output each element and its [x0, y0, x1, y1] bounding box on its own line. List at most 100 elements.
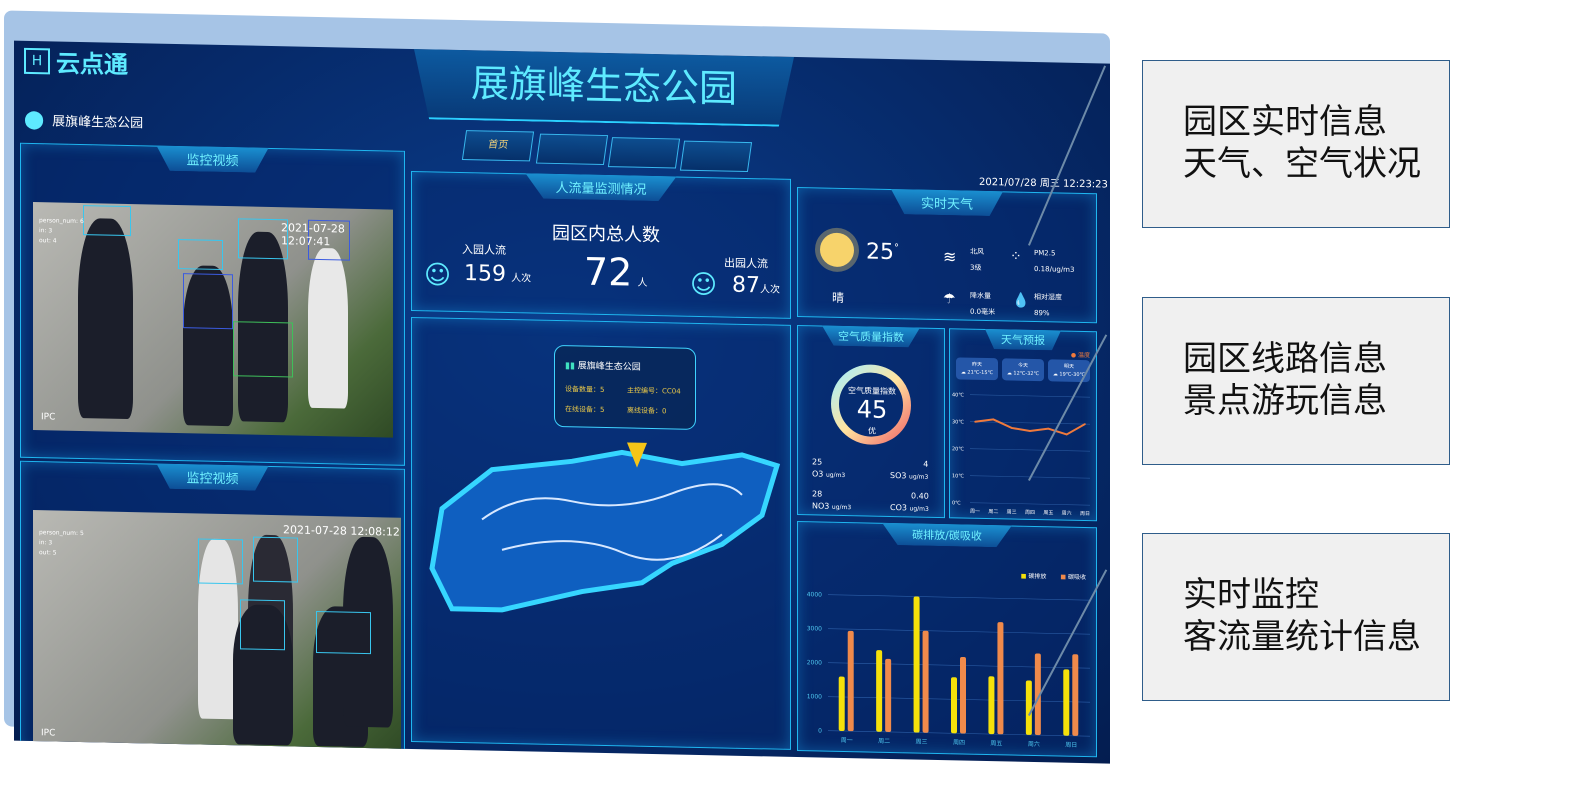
annotation-box-3: 实时监控 客流量统计信息 — [1142, 533, 1450, 701]
panel-title: 监控视频 — [156, 146, 268, 173]
forecast-days: 昨天 ☁ 21℃-15℃ 今天 ☁ 12℃-32℃ 明天 ☁ 19℃-30℃ — [956, 357, 1090, 383]
no3-value: 28 — [812, 489, 823, 499]
humidity-value: 89% — [1034, 308, 1050, 318]
bar-emission — [951, 677, 957, 734]
grid-line — [828, 628, 1090, 635]
grid-line — [828, 730, 1090, 737]
legend-absorption: ■ 碳吸收 — [1060, 573, 1086, 582]
grid-line — [828, 594, 1090, 601]
video-feed-1[interactable]: person_num: 6 in: 3 out: 4 2021-07-28 12:0… — [33, 202, 393, 438]
co3-unit: ug/m3 — [909, 505, 929, 513]
out-label: 出园人流 — [724, 256, 768, 271]
carbon-panel: 碳排放/碳吸收 ■ 碳排放 ■ 碳吸收 4000 3000 2000 1000 0 周一周… — [797, 521, 1097, 758]
video-feed-2[interactable]: person_num: 5 in: 3 out: 5 2021-07-28 12:0… — [33, 510, 401, 753]
forecast-day-card: 昨天 ☁ 21℃-15℃ — [956, 357, 998, 381]
x-tick-label: 周四 — [1025, 510, 1035, 516]
total-label: 园区内总人数 — [552, 222, 660, 247]
y-tick-label: 0℃ — [952, 500, 961, 506]
panel-title: 天气预报 — [985, 329, 1061, 351]
annotation-box-1: 园区实时信息 天气、空气状况 — [1142, 60, 1450, 228]
bar-emission — [1063, 669, 1070, 736]
humidity-icon: 💧 — [1012, 292, 1030, 309]
temperature-point — [1084, 423, 1086, 425]
forecast-legend: ● 温度 — [1070, 351, 1090, 360]
video-panel-2: 监控视频 person_num: 5 in: 3 out: 5 2021-07-28… — [20, 460, 405, 759]
nav-tab-2[interactable] — [535, 133, 609, 165]
controller-id: 主控编号：CC04 — [627, 386, 681, 396]
map-panel: ▮▮ 展旗峰生态公园 设备数量：5 主控编号：CC04 在线设备：5 离线设备：… — [411, 316, 791, 750]
aqi-level: 优 — [868, 426, 876, 436]
annotation-text: 园区线路信息 — [1183, 339, 1387, 379]
carbon-legend: ■ 碳排放 ■ 碳吸收 — [1021, 571, 1086, 581]
sun-icon — [820, 232, 854, 268]
park-route — [481, 483, 743, 561]
rain-label: 降水量 — [970, 291, 991, 301]
camera-label: IPC — [41, 412, 56, 423]
page-title: 展旗峰生态公园 — [470, 61, 737, 111]
grid-line — [828, 696, 1090, 703]
x-tick-label: 周五 — [1043, 510, 1053, 516]
temperature-point — [1010, 427, 1013, 429]
person-in-icon: ☺ — [424, 260, 452, 291]
annotation-text: 天气、空气状况 — [1183, 144, 1421, 184]
temperature-point — [974, 420, 976, 423]
x-tick-label: 周二 — [988, 509, 998, 515]
degree-symbol: ° — [894, 242, 899, 254]
panel-title: 实时天气 — [891, 189, 1003, 216]
y-tick-label: 4000 — [807, 591, 822, 598]
weather-condition: 晴 — [832, 290, 845, 306]
in-unit: 人次 — [511, 273, 532, 285]
grid-line — [828, 662, 1090, 669]
weather-panel: 实时天气 25° 晴 ≋ 北风 3级 ⁘ PM2.5 0.18/ug/m3 ☂ 降水… — [797, 187, 1097, 324]
forecast-panel: 天气预报 ● 温度 昨天 ☁ 21℃-15℃ 今天 ☁ 12℃-32℃ 明天 ☁ 19℃-… — [949, 328, 1097, 522]
park-map[interactable] — [422, 428, 782, 636]
bar-absorption — [1072, 654, 1079, 736]
rain-value: 0.0毫米 — [970, 307, 996, 317]
legend-label: 温度 — [1077, 351, 1090, 360]
y-tick-label: 40℃ — [952, 392, 964, 398]
in-count: 159 — [464, 261, 506, 287]
nav-tab-3[interactable] — [607, 137, 681, 169]
y-tick-label: 0 — [818, 727, 822, 734]
so3-unit: ug/m3 — [909, 473, 929, 481]
so3-value: 4 — [923, 459, 929, 469]
x-tick-label: 周六 — [1062, 510, 1072, 517]
x-tick-label: 周二 — [878, 738, 890, 745]
bar-emission — [1025, 680, 1032, 735]
bar-emission — [913, 596, 920, 733]
location-marker-icon[interactable] — [627, 442, 647, 468]
pm25-icon: ⁘ — [1010, 248, 1022, 265]
x-tick-label: 周三 — [1007, 509, 1017, 515]
wind-icon: ≋ — [943, 247, 957, 267]
total-unit: 人 — [637, 277, 648, 289]
out-unit: 人次 — [760, 284, 780, 296]
camera-label: IPC — [41, 728, 56, 739]
video-timestamp: 2021-07-28 12:07:41 — [281, 221, 345, 249]
person-out-icon: ☺ — [690, 269, 718, 301]
y-tick-label: 20℃ — [952, 446, 964, 452]
y-tick-label: 2000 — [807, 659, 822, 666]
temperature: 25 — [866, 239, 894, 266]
aqi-panel: 空气质量指数 空气质量指数 45 优 25 O3 ug/m3 4 SO3 ug/m3… — [797, 325, 945, 519]
temperature-line-chart: 40℃ 30℃ 20℃ 10℃ 0℃ 周一 周二 周三 周四 周五 周六 周日 — [952, 392, 1090, 517]
temperature-point — [1065, 433, 1068, 436]
bar-emission — [838, 676, 845, 731]
flow-panel: 人流量监测情况 园区内总人数 72 人 入园人流 ☺ 159 人次 出园人流 ☺… — [411, 170, 791, 319]
nav-tab-4[interactable] — [679, 140, 753, 172]
aqi-value: 45 — [856, 395, 888, 424]
o3-name: O3 — [812, 469, 824, 479]
pm25-label: PM2.5 — [1034, 248, 1056, 258]
x-tick-label: 周六 — [1028, 740, 1040, 748]
grid-line — [970, 421, 1090, 425]
forecast-day-card: 明天 ☁ 19℃-30℃ — [1048, 359, 1090, 383]
nav-home[interactable]: 首页 — [461, 130, 535, 162]
bar-absorption — [847, 630, 854, 732]
rain-icon: ☂ — [943, 291, 956, 308]
park-icon: ▮▮ — [565, 361, 575, 372]
panel-title: 监控视频 — [156, 464, 268, 491]
co3-name: CO3 — [890, 502, 907, 513]
legend-label: 碳排放 — [1028, 572, 1047, 581]
no3-unit: ug/m3 — [831, 503, 852, 512]
bar-absorption — [922, 630, 929, 733]
bar-emission — [988, 676, 995, 735]
